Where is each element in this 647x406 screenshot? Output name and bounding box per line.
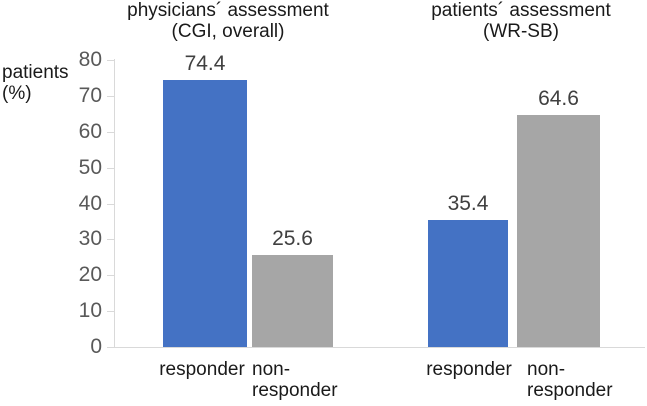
y-axis-label: patients (%): [2, 62, 72, 104]
value-label-physicians-non-responder: 25.6: [272, 227, 313, 251]
y-tick-mark-80: [107, 60, 114, 61]
value-label-patients-non-responder: 64.6: [538, 87, 579, 111]
bar-physicians-non-responder: [252, 255, 333, 347]
y-axis-line: [114, 59, 115, 347]
left-group-title-line2: (CGI, overall): [171, 21, 285, 42]
y-tick-mark-30: [107, 239, 114, 241]
x-axis-line: [114, 347, 645, 348]
value-label-physicians-responder: 74.4: [184, 52, 226, 76]
y-tick-mark-0: [107, 347, 114, 348]
bar-patients-non-responder: [517, 115, 600, 347]
y-tick-label-10: 10: [78, 299, 102, 323]
y-axis-label-line2: (%): [2, 83, 32, 104]
y-axis-label-line1: patients: [2, 62, 69, 83]
y-tick-label-20: 20: [78, 263, 102, 287]
y-tick-label-0: 0: [90, 335, 102, 358]
y-tick-mark-60: [107, 131, 114, 133]
y-tick-label-40: 40: [78, 191, 102, 215]
y-tick-mark-20: [107, 275, 114, 277]
right-group-title-line1: patients´ assessment: [431, 0, 611, 21]
right-group-title-line2: (WR-SB): [483, 21, 559, 42]
category-label-patients-responder: responder: [426, 359, 512, 380]
y-tick-mark-10: [107, 311, 114, 313]
y-tick-mark-40: [107, 203, 114, 205]
value-label-patients-responder: 35.4: [447, 192, 489, 215]
left-group-title: physicians´ assessment (CGI, overall): [78, 0, 378, 42]
bar-patients-responder: [428, 220, 508, 347]
y-tick-label-30: 30: [78, 227, 102, 251]
y-tick-mark-70: [107, 95, 114, 97]
left-group-title-line1: physicians´ assessment: [127, 0, 329, 21]
y-tick-mark-50: [107, 167, 114, 169]
y-tick-label-60: 60: [78, 119, 102, 143]
category-label-patients-non-responder: non-responder: [527, 359, 613, 401]
bar-physicians-responder: [163, 80, 247, 347]
category-label-physicians-responder: responder: [159, 359, 245, 380]
y-tick-label-80: 80: [78, 48, 102, 71]
y-tick-label-70: 70: [78, 83, 102, 107]
y-tick-label-50: 50: [78, 155, 102, 179]
right-group-title: patients´ assessment (WR-SB): [371, 0, 647, 42]
category-label-physicians-non-responder: non-responder: [252, 359, 338, 401]
